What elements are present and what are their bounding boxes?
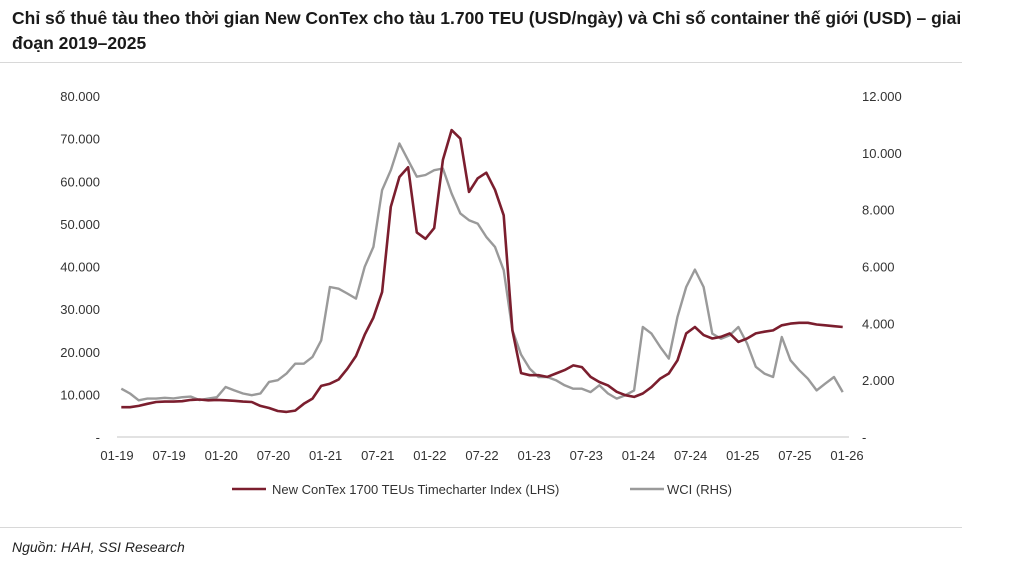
x-tick-label: 07-23 (570, 448, 603, 463)
y-right-tick-label: - (862, 430, 866, 445)
x-tick-label: 07-22 (465, 448, 498, 463)
chart: - 10.000 20.000 30.000 40.000 50.000 60.000 70.… (60, 89, 902, 497)
legend-label: New ConTex 1700 TEUs Timecharter Index (… (272, 482, 559, 497)
x-tick-label: 01-23 (518, 448, 551, 463)
y-left-tick-label: 80.000 (60, 89, 100, 104)
y-left-tick-label: 30.000 (60, 302, 100, 317)
top-divider (0, 62, 962, 63)
x-tick-label: 01-25 (726, 448, 759, 463)
x-tick-label: 01-22 (413, 448, 446, 463)
x-tick-label: 01-19 (100, 448, 133, 463)
x-tick-label: 01-20 (205, 448, 238, 463)
y-left-tick-label: 50.000 (60, 217, 100, 232)
x-tick-label: 07-24 (674, 448, 707, 463)
chart-title: Chỉ số thuê tàu theo thời gian New ConTe… (12, 8, 962, 53)
contex-series-line (121, 128, 843, 414)
y-left-tick-label: 10.000 (60, 387, 100, 402)
y-right-tick-label: 2.000 (862, 373, 895, 388)
legend-label: WCI (RHS) (667, 482, 732, 497)
x-tick-label: 07-21 (361, 448, 394, 463)
wci-series-line (120, 142, 844, 402)
x-tick-label: 01-21 (309, 448, 342, 463)
y-left-tick-label: 20.000 (60, 345, 100, 360)
bottom-divider (0, 527, 962, 528)
source-note: Nguồn: HAH, SSI Research (12, 539, 185, 555)
x-tick-label: 01-26 (830, 448, 863, 463)
x-tick-label: 01-24 (622, 448, 655, 463)
y-left-tick-label: 70.000 (60, 132, 100, 147)
y-right-tick-label: 4.000 (862, 316, 895, 331)
y-left-tick-label: 60.000 (60, 174, 100, 189)
y-right-tick-label: 8.000 (862, 203, 895, 218)
x-tick-label: 07-20 (257, 448, 290, 463)
y-right-tick-label: 10.000 (862, 146, 902, 161)
y-left-tick-label: 40.000 (60, 260, 100, 275)
y-right-tick-label: 12.000 (862, 89, 902, 104)
y-right-tick-label: 6.000 (862, 260, 895, 275)
y-left-tick-label: - (96, 430, 100, 445)
x-tick-label: 07-19 (153, 448, 186, 463)
x-tick-label: 07-25 (778, 448, 811, 463)
